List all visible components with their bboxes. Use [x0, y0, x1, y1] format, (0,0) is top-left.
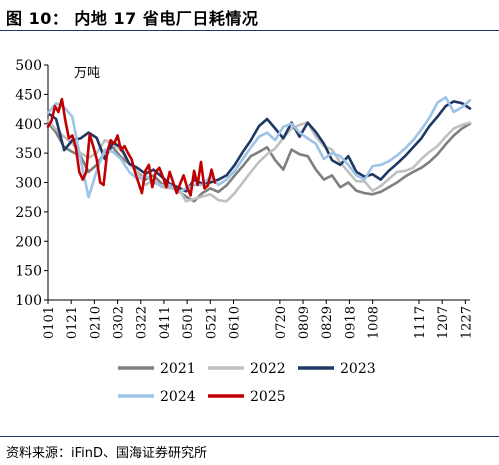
unit-label: 万吨	[74, 66, 100, 81]
source-bar: 资料来源：iFinD、国海证券研究所	[0, 436, 499, 465]
y-tick-label: 250	[15, 205, 42, 221]
series-line-2025	[46, 97, 217, 197]
series-line-2024	[46, 96, 472, 199]
y-tick-label: 450	[15, 87, 42, 103]
legend-label-2021: 2021	[160, 361, 196, 377]
legend-label-2024: 2024	[160, 389, 196, 405]
y-tick-label: 350	[15, 146, 42, 162]
x-tick-label: 0809	[297, 306, 312, 339]
series-line-2023	[46, 100, 472, 193]
x-tick-label: 1117	[413, 306, 428, 339]
y-tick-label: 100	[15, 293, 42, 309]
y-tick-label: 400	[15, 117, 42, 133]
chart-series	[46, 96, 472, 203]
x-tick-label: 0411	[158, 306, 173, 339]
source-note: 资料来源：iFinD、国海证券研究所	[6, 446, 208, 461]
x-tick-label: 1008	[367, 306, 382, 339]
chart-axes	[47, 65, 470, 301]
y-tick-label: 150	[15, 264, 42, 280]
x-axis-ticks: 0101 0121 0210 0302 0322 0411 0501 0521 0610 0720…	[42, 300, 474, 339]
y-tick-label: 500	[15, 58, 42, 74]
x-tick-label: 0610	[227, 306, 242, 339]
x-tick-label: 1207	[436, 306, 451, 339]
y-tick-label: 300	[15, 176, 42, 192]
x-tick-label: 1227	[459, 306, 474, 339]
x-tick-label: 0322	[135, 306, 150, 339]
title-bar: 图 10： 内地 17 省电厂日耗情况	[0, 0, 499, 31]
x-tick-label: 0829	[320, 306, 335, 339]
x-tick-label: 0501	[181, 306, 196, 339]
legend-label-2022: 2022	[250, 361, 286, 377]
x-tick-label: 0521	[204, 306, 219, 339]
figure-title: 图 10： 内地 17 省电厂日耗情况	[6, 9, 259, 28]
x-tick-label: 0210	[88, 306, 103, 339]
series-line-2022	[46, 119, 472, 203]
x-tick-label: 0918	[343, 306, 358, 339]
x-tick-label: 0720	[274, 306, 289, 339]
legend-label-2023: 2023	[340, 361, 376, 377]
y-axis-ticks: 100 150 200 250 300 350 400 450 500	[15, 58, 48, 309]
y-tick-label: 200	[15, 234, 42, 250]
x-tick-label: 0121	[65, 306, 80, 339]
legend-label-2025: 2025	[250, 389, 286, 405]
chart-legend: 2021 2022 2023 2024 2025	[118, 361, 376, 405]
line-chart: 100 150 200 250 300 350 400 450 500 0101 0121 0210…	[15, 58, 474, 405]
series-line-2021	[46, 121, 472, 203]
x-tick-label: 0302	[112, 306, 127, 339]
x-tick-label: 0101	[42, 306, 57, 339]
